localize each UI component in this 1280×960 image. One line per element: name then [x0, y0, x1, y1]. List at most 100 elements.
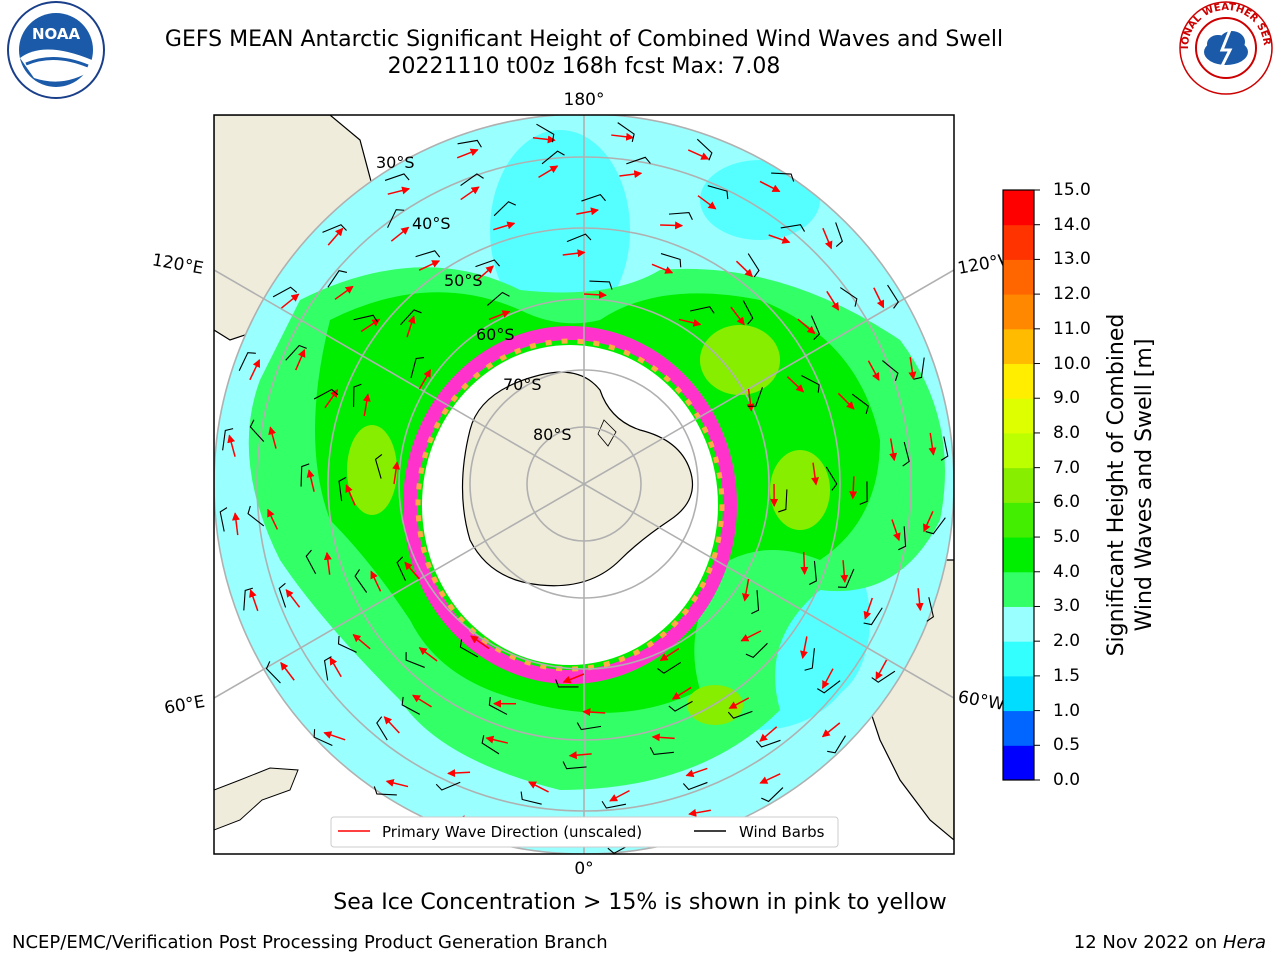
wind-barb	[400, 309, 422, 326]
colorbar-segment	[1003, 363, 1034, 399]
wave-direction-arrow	[412, 694, 432, 708]
colorbar-tick-label: 0.0	[1053, 770, 1081, 790]
wind-barb	[323, 656, 332, 681]
wind-barb	[219, 507, 228, 532]
wind-barb	[401, 696, 421, 715]
wave-direction-arrow	[671, 686, 692, 700]
wave-direction-arrow	[685, 767, 708, 778]
wind-barb	[384, 173, 410, 181]
wave-direction-arrow	[528, 781, 549, 793]
wind-barb	[837, 568, 855, 588]
wave-direction-arrow	[923, 510, 934, 533]
lat-label-80s: 80°S	[533, 425, 572, 444]
wave-direction-arrow	[404, 561, 421, 580]
wave-direction-arrow	[562, 673, 585, 684]
wind-barb	[804, 648, 815, 671]
lat-label-70s: 70°S	[503, 375, 542, 394]
wind-barb	[882, 360, 899, 382]
nws-logo: NATIONAL WEATHER SERVICE	[1176, 0, 1273, 95]
wave-direction-arrow	[360, 318, 381, 333]
wave-direction-arrow	[280, 661, 295, 681]
colorbar-segment	[1003, 294, 1034, 330]
wave-direction-arrow	[863, 597, 874, 620]
wind-barb	[601, 800, 627, 809]
wave-direction-arrow	[387, 186, 411, 195]
wave-direction-arrow	[583, 290, 607, 299]
wave-direction-arrow	[488, 310, 511, 321]
wind-barb	[435, 781, 461, 791]
footer-credit: NCEP/EMC/Verification Post Processing Pr…	[12, 932, 608, 953]
wave-direction-arrow	[476, 265, 494, 282]
wave-direction-arrow	[460, 186, 480, 201]
wind-barb	[457, 139, 482, 148]
wave-direction-arrow	[759, 773, 781, 784]
colorbar-tick-label: 6.0	[1053, 492, 1081, 513]
wave-direction-arrow	[741, 578, 750, 602]
colorbar-tick-label: 1.0	[1053, 700, 1081, 721]
wind-barb	[940, 436, 949, 461]
wave-direction-arrow	[532, 135, 556, 144]
footer-date-text: 12 Nov 2022 on	[1073, 932, 1223, 953]
wave-direction-arrow	[418, 647, 438, 662]
wave-direction-arrow	[697, 195, 717, 210]
wind-barb	[541, 150, 565, 165]
wind-barb	[238, 352, 256, 371]
colorbar-tick-label: 9.0	[1053, 388, 1081, 409]
wind-barb	[475, 259, 500, 268]
wave-direction-arrow	[735, 260, 754, 278]
wind-barb	[278, 582, 287, 608]
wind-barb	[657, 661, 682, 674]
wind-barb	[727, 710, 753, 719]
wind-barb	[410, 357, 425, 378]
wave-direction-arrow	[609, 789, 630, 802]
wave-direction-arrow	[352, 633, 371, 650]
wind-barb	[576, 722, 602, 731]
wave-direction-arrow	[759, 726, 778, 742]
wave-direction-arrow	[267, 508, 279, 530]
wind-barb	[387, 209, 405, 228]
wind-barb	[243, 587, 254, 611]
colorbar-tick-label: 10.0	[1053, 353, 1091, 374]
wave-direction-arrow	[227, 434, 236, 457]
wave-direction-arrow	[285, 589, 301, 608]
wave-direction-arrow	[568, 751, 592, 760]
noaa-logo-text: NOAA	[32, 25, 81, 43]
wave-direction-arrow	[370, 570, 382, 592]
lat-label-40s: 40°S	[412, 214, 451, 233]
wind-barb	[249, 419, 265, 443]
colorbar-segment	[1003, 467, 1034, 503]
lat-label-50s: 50°S	[444, 271, 483, 290]
wave-direction-arrow	[334, 285, 354, 300]
wave-direction-arrow	[295, 348, 306, 371]
wind-barb	[761, 787, 784, 803]
wind-barb	[827, 735, 846, 754]
wind-barb	[817, 680, 841, 694]
wave-direction-arrow	[837, 392, 855, 410]
colorbar-tick-label: 13.0	[1053, 249, 1091, 270]
wind-barb	[682, 781, 708, 791]
colorbar-segment	[1003, 571, 1034, 607]
wind-barb	[520, 791, 542, 805]
wave-direction-arrow	[470, 635, 490, 650]
wind-barb	[747, 253, 760, 278]
wave-direction-arrow	[822, 227, 833, 250]
wind-barb	[265, 661, 281, 684]
wave-direction-arrow	[456, 148, 479, 159]
wave-direction-arrow	[611, 132, 635, 141]
wind-barb	[300, 463, 310, 487]
lat-label-60s: 60°S	[476, 325, 515, 344]
lon-label-0: 0°	[574, 859, 593, 879]
colorbar-frame	[1002, 189, 1035, 781]
wind-barb	[337, 635, 357, 653]
colorbar-label-line1: Significant Height of Combined	[1104, 313, 1129, 657]
wind-barb	[562, 761, 587, 770]
wind-barb	[486, 291, 510, 306]
wind-barb	[863, 607, 883, 626]
wave-direction-arrow	[840, 560, 849, 584]
wind-barb	[851, 393, 869, 414]
wind-barb	[810, 315, 821, 340]
wave-direction-arrow	[385, 779, 409, 788]
lon-label-180: 180°	[564, 90, 605, 110]
wind-barb	[555, 679, 579, 688]
wind-barb	[353, 314, 379, 323]
